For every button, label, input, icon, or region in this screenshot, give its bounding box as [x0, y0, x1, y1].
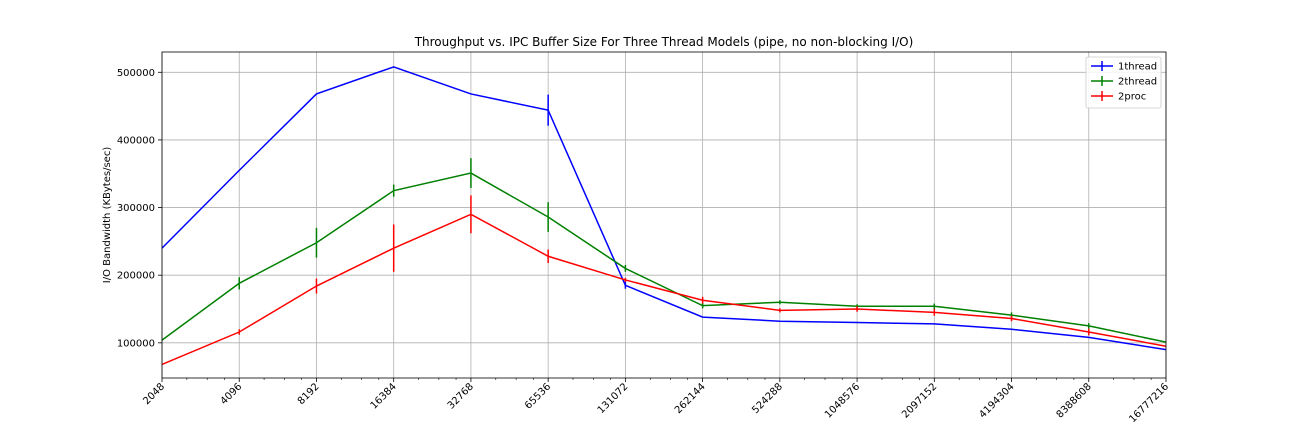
series-2thread: [162, 158, 1166, 342]
x-tick-label: 8192: [296, 381, 322, 407]
y-tick-label: 200000: [117, 271, 155, 282]
x-tick-label: 2048: [141, 381, 167, 407]
x-tick-label: 16777216: [1127, 381, 1171, 425]
legend-label: 2proc: [1118, 92, 1146, 103]
series-line: [162, 214, 1166, 364]
x-tick-label: 4096: [219, 381, 245, 407]
legend-label: 1thread: [1118, 62, 1157, 73]
legend-label: 2thread: [1118, 77, 1157, 88]
x-tick-label: 262144: [673, 381, 708, 416]
y-tick-label: 400000: [117, 135, 155, 146]
ticks: 2048 4096 8192 16384 32768 65536 131072 262144 5…: [117, 68, 1171, 425]
legend: 1thread 2thread 2proc: [1086, 57, 1161, 108]
chart-title: Throughput vs. IPC Buffer Size For Three…: [414, 35, 914, 49]
series-group: [162, 67, 1166, 365]
x-tick-label: 65536: [523, 381, 553, 411]
y-tick-label: 500000: [117, 68, 155, 79]
x-tick-label: 131072: [596, 381, 631, 416]
x-tick-label: 32768: [446, 381, 476, 411]
x-tick-label: 2097152: [900, 381, 939, 420]
x-tick-label: 524288: [750, 381, 785, 416]
y-tick-label: 100000: [117, 338, 155, 349]
series-line: [162, 173, 1166, 342]
y-tick-label: 300000: [117, 203, 155, 214]
x-tick-label: 8388608: [1055, 381, 1094, 420]
series-2proc: [162, 195, 1166, 364]
x-tick-label: 16384: [369, 381, 399, 411]
x-tick-label: 4194304: [977, 381, 1016, 420]
x-tick-label: 1048576: [823, 381, 862, 420]
y-axis-label: I/O Bandwidth (KBytes/sec): [102, 147, 113, 284]
series-line: [162, 67, 1166, 350]
series-1thread: [162, 67, 1166, 350]
